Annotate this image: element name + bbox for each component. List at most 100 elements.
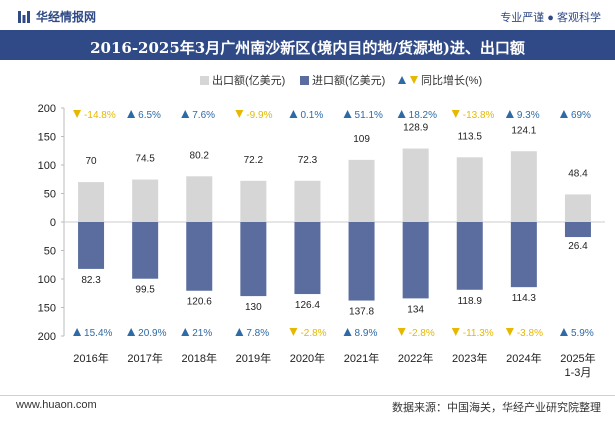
growth-up-icon [343,328,352,336]
import-value-label: 120.6 [187,297,212,308]
import-growth-label: -3.8% [517,328,543,339]
growth-down-icon [505,328,514,336]
x-tick-label: 2021年 [344,351,379,365]
growth-up-icon [73,328,82,336]
slogan: 专业严谨 ● 客观科学 [500,12,601,24]
legend-swatch-export [200,76,209,85]
x-tick-label: 2017年 [127,351,162,365]
import-growth-label: 5.9% [571,328,594,339]
y-tick-label: 150 [38,132,56,144]
import-bar [510,222,537,288]
import-value-label: 118.9 [458,296,483,307]
x-tick-label: 2018年 [182,351,217,365]
import-bar [564,222,591,238]
export-value-label: 80.2 [190,150,210,161]
y-tick-label: 200 [38,103,56,115]
growth-up-icon [181,328,190,336]
x-tick-label: 2025年 [560,351,595,365]
y-tick-label: 100 [38,274,56,286]
export-bar [78,182,105,222]
import-growth-label: 8.9% [355,328,378,339]
growth-up-icon [559,328,568,336]
footer-website: www.huaon.com [16,399,97,411]
import-growth-label: 15.4% [84,328,112,339]
export-growth-label: 0.1% [300,110,323,121]
export-bar [402,148,429,222]
import-bar [456,222,483,290]
import-bar [348,222,375,301]
import-value-label: 137.8 [349,307,374,318]
growth-down-icon [397,328,406,336]
growth-up-icon [127,328,136,336]
x-tick-label: 2022年 [398,351,433,365]
export-growth-label: 18.2% [409,110,437,121]
import-value-label: 82.3 [81,275,101,286]
growth-up-icon [559,110,568,118]
export-bar [294,180,321,222]
growth-up-icon [235,328,244,336]
export-value-label: 109 [353,134,370,145]
export-growth-label: 7.6% [192,110,215,121]
y-tick-label: 50 [44,189,56,201]
y-tick-label: 150 [38,303,56,315]
export-bar [510,151,537,222]
import-bar [186,222,213,291]
export-growth-label: 69% [571,110,591,121]
y-tick-label: 0 [50,217,56,229]
legend-down-triangle [410,76,418,84]
import-value-label: 114.3 [512,293,537,304]
import-bar [402,222,429,299]
growth-up-icon [181,110,190,118]
export-value-label: 48.4 [568,168,588,179]
growth-up-icon [397,110,406,118]
export-value-label: 113.5 [458,131,483,142]
title-bar [0,30,615,60]
chart-area: 出口额(亿美元) 进口额(亿美元) 同比增长(%) 200 150 100 50 0 50 100… [38,73,605,379]
import-bar [294,222,321,295]
export-growth-label: -14.8% [84,110,116,121]
growth-down-icon [289,328,298,336]
export-value-label: 128.9 [403,123,428,134]
export-growth-label: -13.8% [463,110,495,121]
growth-down-icon [235,110,244,118]
x-tick-label: 2020年 [290,351,325,365]
x-tick-label: 2023年 [452,351,487,365]
import-value-label: 126.4 [295,300,320,311]
import-growth-label: 21% [192,328,212,339]
export-bar [348,159,375,222]
import-growth-label: -2.8% [300,328,326,339]
export-bar [564,194,591,222]
footer-source: 数据来源：中国海关，华经产业研究院整理 [392,402,601,414]
import-value-label: 134 [407,304,424,315]
export-value-label: 72.3 [298,155,318,166]
import-growth-label: -11.3% [463,328,494,339]
footer-bar [0,395,615,418]
growth-up-icon [343,110,352,118]
export-bar [186,176,213,222]
export-value-label: 70 [85,156,97,167]
import-bar [132,222,159,279]
growth-up-icon [127,110,136,118]
legend-label-growth: 同比增长(%) [421,73,482,87]
export-growth-label: 6.5% [138,110,161,121]
growth-up-icon [289,110,298,118]
brand-name: 华经情报网 [36,10,97,24]
export-bar [456,157,483,222]
export-growth-label: 9.3% [517,110,540,121]
import-bar [240,222,267,297]
chart-title: 2016-2025年3月广州南沙新区(境内目的地/货源地)进、出口额 [90,39,525,57]
export-value-label: 124.1 [511,125,536,136]
x-tick-label: 2019年 [236,351,271,365]
export-growth-label: -9.9% [246,110,272,121]
x-tick-label: 2016年 [73,351,108,365]
growth-down-icon [451,110,460,118]
y-tick-label: 50 [44,246,56,258]
import-value-label: 99.5 [135,285,155,296]
export-growth-label: 51.1% [355,110,383,121]
export-value-label: 72.2 [244,155,264,166]
top-bar [0,0,615,30]
export-value-label: 74.5 [135,154,155,165]
import-growth-label: -2.8% [409,328,435,339]
brand: 华经情报网 [18,8,96,25]
x-tick-label: 2024年 [506,351,541,365]
